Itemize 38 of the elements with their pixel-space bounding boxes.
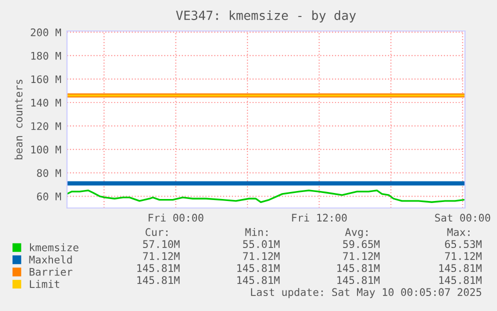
text: 145.81M — [337, 276, 380, 284]
text: Last update: Sat May 10 00:05:07 2025 — [251, 288, 482, 298]
legend-label: Barrier — [30, 268, 72, 276]
chart-title: VE347: kmemsize - by day — [176, 10, 356, 22]
text: Min: — [245, 228, 268, 236]
text: 145.81M — [439, 276, 482, 284]
y-tick-label: 100 M — [31, 146, 61, 154]
legend-label: Maxheld — [29, 255, 72, 264]
x-tick-label: Sat 00:00 — [435, 214, 490, 222]
y-axis-title: bean counters — [14, 80, 23, 160]
y-tick-label: 60 M — [37, 192, 61, 200]
y-tick-label: 180 M — [31, 52, 61, 60]
text: 145.81M — [237, 264, 280, 272]
text: 71.12M — [445, 252, 482, 260]
text: 55.01M — [243, 240, 280, 248]
text: 145.81M — [439, 264, 482, 272]
legend-label: Limit — [30, 280, 60, 288]
y-tick-label: 140 M — [31, 98, 61, 107]
text: 71.12M — [243, 252, 280, 260]
y-tick-label: 200 M — [30, 28, 61, 36]
text: 145.81M — [337, 264, 380, 272]
text: 57.10M — [143, 240, 180, 248]
text: Max: — [447, 228, 470, 236]
y-tick-label: 120 M — [31, 122, 61, 130]
x-tick-label: Fri 12:00 — [292, 214, 347, 222]
legend-label: kmemsize — [30, 243, 78, 252]
text: 145.81M — [137, 264, 180, 272]
text: Avg: — [345, 228, 368, 238]
y-tick-label: 80 M — [37, 169, 61, 177]
x-tick-label: Fri 00:00 — [148, 214, 204, 222]
text: 145.81M — [237, 276, 280, 284]
text: 59.65M — [343, 240, 380, 248]
text: 65.53M — [445, 240, 482, 248]
text: 71.12M — [143, 252, 180, 260]
text: Cur: — [146, 228, 168, 236]
text: 145.81M — [137, 276, 180, 284]
y-tick-label: 160 M — [31, 75, 61, 84]
text: 71.12M — [343, 252, 380, 260]
